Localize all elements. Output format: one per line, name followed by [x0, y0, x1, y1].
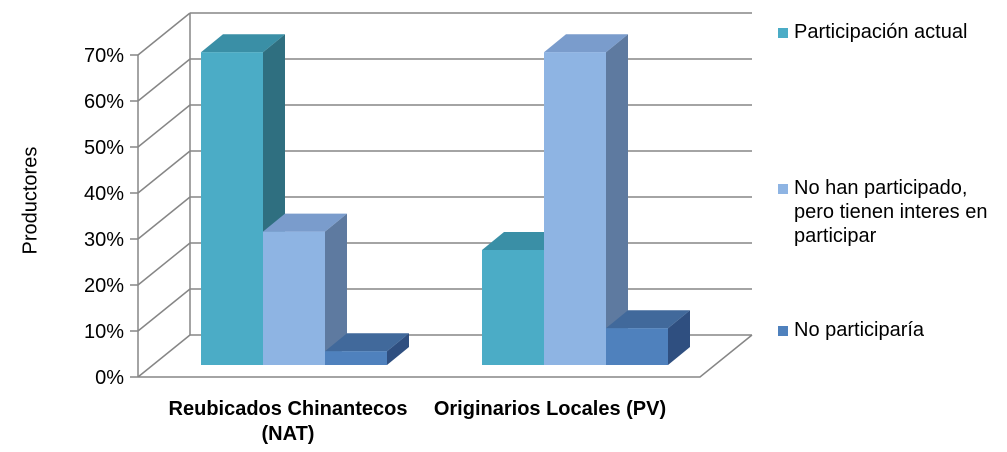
bar-front	[544, 52, 606, 365]
y-tick-label: 50%	[84, 137, 124, 159]
gridline-diagonal	[137, 104, 191, 148]
bar-top	[263, 213, 347, 232]
bar-chart: 0% 10% 20% 30% 40% 50% 60% 70%	[84, 12, 753, 389]
legend-swatch-no-han-participado	[778, 184, 788, 194]
bar-2-1	[263, 213, 347, 365]
bar-1-1	[201, 34, 285, 365]
bar-side	[668, 310, 690, 365]
bar-3-2	[606, 310, 690, 365]
legend-item-no-han-participado: No han participado, pero tienen interes …	[778, 176, 1004, 248]
floor-edge	[138, 334, 753, 378]
gridline-diagonal	[137, 288, 191, 332]
bar-top	[325, 333, 409, 352]
y-tick-label: 30%	[84, 229, 124, 251]
gridline-diagonal	[137, 58, 191, 102]
bar-side	[387, 333, 409, 365]
bar-front	[325, 351, 387, 365]
bar-top	[544, 34, 628, 53]
y-tick-label: 40%	[84, 183, 124, 205]
gridline-diagonal	[137, 196, 191, 240]
chart-bars	[201, 34, 690, 365]
gridline-diagonal	[137, 150, 191, 194]
y-axis-label: Productores	[19, 146, 42, 255]
bar-front	[606, 328, 668, 365]
bar-front	[263, 231, 325, 365]
legend-label-no-participaria: No participaría	[794, 319, 925, 341]
bar-front	[201, 52, 263, 365]
y-tick-label: 10%	[84, 321, 124, 343]
bar-top	[201, 34, 285, 53]
category-label-pv: Originarios Locales (PV)	[433, 398, 667, 420]
y-tick-label: 70%	[84, 45, 124, 67]
bar-3-1	[325, 333, 409, 365]
y-tick-label: 60%	[84, 91, 124, 113]
bar-front	[482, 250, 544, 365]
legend-label-participacion-actual: Participación actual	[794, 21, 968, 43]
gridline-diagonal	[137, 334, 191, 378]
chart-legend: Participación actual No han participado,…	[778, 0, 1007, 452]
legend-item-no-participaria: No participaría	[778, 318, 1004, 342]
legend-item-participacion-actual: Participación actual	[778, 20, 1004, 44]
category-label-nat: Reubicados Chinantecos (NAT)	[168, 398, 408, 445]
gridline-diagonal	[137, 242, 191, 286]
y-axis-ticks: 0% 10% 20% 30% 40% 50% 60% 70%	[84, 45, 138, 389]
legend-label-no-han-participado: No han participado, pero tienen interes …	[794, 177, 988, 247]
gridline-diagonal	[137, 12, 191, 56]
y-tick-label: 0%	[95, 367, 124, 389]
y-tick-label: 20%	[84, 275, 124, 297]
bar-side	[325, 213, 347, 365]
bar-top	[606, 310, 690, 329]
bar-side	[606, 34, 628, 365]
legend-swatch-no-participaria	[778, 326, 788, 336]
bar-2-2	[544, 34, 628, 365]
legend-swatch-participacion-actual	[778, 28, 788, 38]
